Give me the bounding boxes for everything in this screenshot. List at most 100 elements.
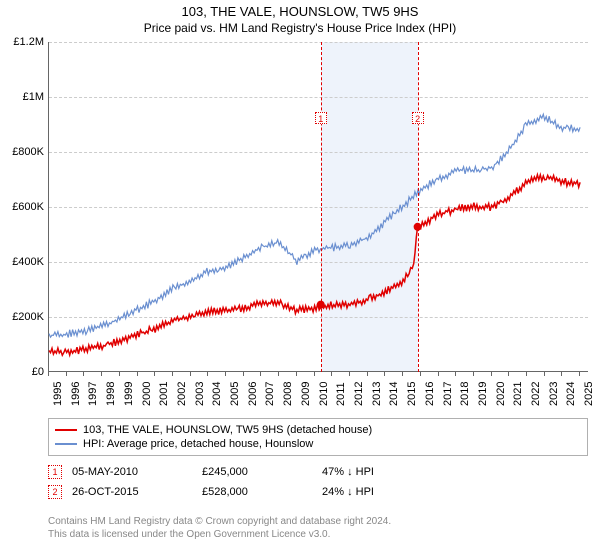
x-tick	[579, 372, 580, 376]
transaction-diff: 24% ↓ HPI	[322, 486, 432, 498]
x-tick	[296, 372, 297, 376]
chart-svg	[49, 42, 588, 371]
y-tick-label: £0	[32, 366, 44, 378]
legend-label: 103, THE VALE, HOUNSLOW, TW5 9HS (detach…	[83, 424, 372, 436]
x-tick-label: 2023	[548, 382, 560, 406]
x-tick	[207, 372, 208, 376]
transaction-price: £528,000	[202, 486, 312, 498]
x-tick	[438, 372, 439, 376]
y-tick-label: £400K	[12, 256, 44, 268]
x-tick-label: 2001	[158, 382, 170, 406]
x-tick-label: 2014	[388, 382, 400, 406]
x-tick	[561, 372, 562, 376]
x-tick	[83, 372, 84, 376]
x-tick	[473, 372, 474, 376]
x-tick	[402, 372, 403, 376]
x-tick-label: 1998	[105, 382, 117, 406]
x-tick-label: 2025	[583, 382, 595, 406]
x-axis: 1995 1996 1997 1998 1999 2000 2001 2002 2003 2004…	[48, 372, 588, 420]
x-tick-label: 2006	[247, 382, 259, 406]
transaction-date: 26-OCT-2015	[72, 486, 192, 498]
chart-subtitle: Price paid vs. HM Land Registry's House …	[0, 19, 600, 41]
legend-row: HPI: Average price, detached house, Houn…	[55, 437, 581, 451]
x-tick	[420, 372, 421, 376]
legend-swatch	[55, 429, 77, 431]
x-tick	[119, 372, 120, 376]
x-tick	[491, 372, 492, 376]
transaction-row: 1 05-MAY-2010 £245,000 47% ↓ HPI	[48, 462, 588, 482]
x-tick-label: 2005	[229, 382, 241, 406]
y-tick-label: £1.2M	[13, 36, 44, 48]
x-tick	[154, 372, 155, 376]
y-tick-label: £800K	[12, 146, 44, 158]
x-tick	[225, 372, 226, 376]
x-tick-label: 2003	[194, 382, 206, 406]
x-tick	[455, 372, 456, 376]
x-tick-label: 2011	[335, 382, 347, 406]
x-tick	[331, 372, 332, 376]
series-property	[49, 175, 580, 356]
x-tick	[190, 372, 191, 376]
x-tick	[278, 372, 279, 376]
x-tick	[137, 372, 138, 376]
marker-label: 1	[315, 112, 327, 124]
x-tick-label: 2022	[530, 382, 542, 406]
marker-vline	[418, 42, 419, 372]
transaction-row: 2 26-OCT-2015 £528,000 24% ↓ HPI	[48, 482, 588, 502]
transaction-diff: 47% ↓ HPI	[322, 466, 432, 478]
x-tick	[172, 372, 173, 376]
x-tick	[367, 372, 368, 376]
x-tick-label: 2009	[300, 382, 312, 406]
x-tick	[260, 372, 261, 376]
x-tick-label: 2010	[318, 382, 330, 406]
x-tick-label: 1997	[87, 382, 99, 406]
x-tick	[243, 372, 244, 376]
x-tick-label: 2016	[424, 382, 436, 406]
footer-line1: Contains HM Land Registry data © Crown c…	[48, 515, 588, 528]
legend-swatch	[55, 443, 77, 445]
marker-label: 2	[412, 112, 424, 124]
transaction-date: 05-MAY-2010	[72, 466, 192, 478]
legend-row: 103, THE VALE, HOUNSLOW, TW5 9HS (detach…	[55, 423, 581, 437]
y-tick-label: £200K	[12, 311, 44, 323]
chart-container: 103, THE VALE, HOUNSLOW, TW5 9HS Price p…	[0, 0, 600, 560]
transaction-marker: 1	[48, 465, 62, 479]
x-tick-label: 2019	[477, 382, 489, 406]
marker-vline	[321, 42, 322, 372]
legend-label: HPI: Average price, detached house, Houn…	[83, 438, 313, 450]
x-tick-label: 2018	[459, 382, 471, 406]
y-tick-label: £600K	[12, 201, 44, 213]
chart-title: 103, THE VALE, HOUNSLOW, TW5 9HS	[0, 0, 600, 19]
y-tick-label: £1M	[23, 91, 44, 103]
transaction-table: 1 05-MAY-2010 £245,000 47% ↓ HPI 2 26-OCT-201…	[48, 462, 588, 502]
x-tick	[48, 372, 49, 376]
x-tick-label: 1999	[123, 382, 135, 406]
x-tick-label: 2002	[176, 382, 188, 406]
x-tick-label: 2020	[495, 382, 507, 406]
x-tick-label: 2013	[371, 382, 383, 406]
x-tick-label: 1996	[70, 382, 82, 406]
x-tick	[66, 372, 67, 376]
transaction-price: £245,000	[202, 466, 312, 478]
x-tick-label: 2021	[512, 382, 524, 406]
x-tick-label: 2004	[211, 382, 223, 406]
x-tick-label: 1995	[52, 382, 64, 406]
x-tick	[349, 372, 350, 376]
x-tick-label: 2015	[406, 382, 418, 406]
footer-attribution: Contains HM Land Registry data © Crown c…	[48, 515, 588, 541]
plot-area: 12	[48, 42, 588, 372]
x-tick	[101, 372, 102, 376]
y-axis: £0£200K£400K£600K£800K£1M£1.2M	[0, 42, 46, 372]
x-tick	[384, 372, 385, 376]
x-tick	[526, 372, 527, 376]
x-tick-label: 2024	[565, 382, 577, 406]
x-tick	[508, 372, 509, 376]
x-tick-label: 2012	[353, 382, 365, 406]
x-tick	[544, 372, 545, 376]
x-tick	[314, 372, 315, 376]
x-tick-label: 2008	[282, 382, 294, 406]
transaction-marker: 2	[48, 485, 62, 499]
x-tick-label: 2017	[442, 382, 454, 406]
legend-box: 103, THE VALE, HOUNSLOW, TW5 9HS (detach…	[48, 418, 588, 456]
x-tick-label: 2000	[141, 382, 153, 406]
